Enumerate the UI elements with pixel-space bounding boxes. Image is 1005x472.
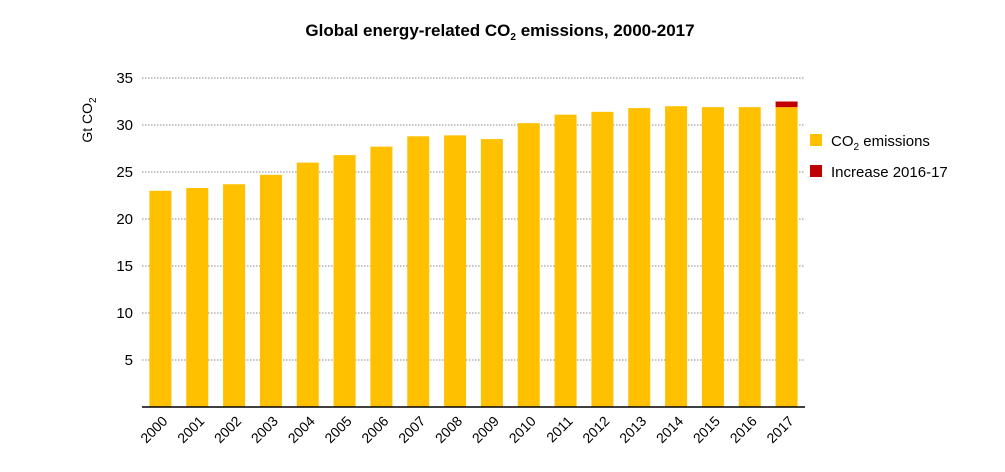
legend-label-increase: Increase 2016-17: [831, 164, 948, 181]
x-tick-label: 2000: [137, 413, 170, 446]
x-tick-label: 2005: [321, 413, 354, 446]
bar-co2-emissions-2010: [517, 123, 540, 408]
bar-co2-emissions-2013: [628, 108, 651, 407]
bar-co2-emissions-2005: [333, 155, 356, 407]
chart-title: Global energy-related CO2 emissions, 200…: [305, 21, 694, 43]
y-tick-label: 10: [116, 305, 133, 322]
bar-co2-emissions-2014: [665, 106, 688, 407]
bar-co2-emissions-2000: [149, 190, 172, 407]
y-tick-label: 30: [116, 117, 133, 134]
y-tick-label: 5: [125, 352, 133, 369]
y-axis-label: Gt CO2: [79, 97, 99, 143]
bar-co2-emissions-2003: [259, 174, 282, 407]
x-tick-label: 2014: [653, 413, 686, 446]
bar-co2-emissions-2007: [407, 136, 430, 407]
x-tick-label: 2013: [616, 413, 649, 446]
x-tick-label: 2011: [543, 413, 576, 446]
bar-co2-emissions-2008: [444, 135, 467, 407]
bar-co2-emissions-2001: [186, 187, 209, 407]
bar-co2-emissions-2017: [775, 107, 798, 407]
bar-co2-emissions-2002: [223, 184, 246, 407]
x-tick-label: 2017: [763, 413, 796, 446]
y-axis-ticks: 5 10 15 20 25 30 35: [116, 70, 133, 369]
bar-co2-emissions-2006: [370, 146, 393, 407]
x-tick-label: 2006: [358, 413, 391, 446]
x-tick-label: 2012: [579, 413, 612, 446]
legend: CO2 emissions Increase 2016-17: [810, 133, 948, 181]
bar-co2-emissions-2009: [480, 139, 503, 407]
bar-co2-emissions-2015: [701, 107, 724, 407]
x-tick-label: 2016: [727, 413, 760, 446]
bar-co2-emissions-2011: [554, 114, 577, 407]
x-tick-label: 2009: [469, 413, 502, 446]
bar-co2-emissions-2016: [738, 107, 761, 407]
x-tick-label: 2003: [248, 413, 281, 446]
legend-swatch-co2-emissions: [810, 134, 822, 146]
y-tick-label: 35: [116, 70, 133, 87]
legend-swatch-increase: [810, 165, 822, 177]
bars: [149, 101, 798, 408]
bar-co2-emissions-2004: [296, 162, 319, 407]
x-tick-label: 2010: [506, 413, 539, 446]
x-tick-label: 2008: [432, 413, 465, 446]
x-axis-ticks: 2000 2001 2002 2003 2004 2005 2006 2007 2008 2009…: [137, 413, 797, 446]
x-tick-label: 2001: [174, 413, 207, 446]
x-tick-label: 2002: [211, 413, 244, 446]
y-tick-label: 15: [116, 258, 133, 275]
bar-increase-2017: [775, 101, 798, 108]
y-tick-label: 20: [116, 211, 133, 228]
bar-co2-emissions-2012: [591, 111, 614, 407]
x-tick-label: 2007: [395, 413, 428, 446]
x-tick-label: 2015: [690, 413, 723, 446]
y-tick-label: 25: [116, 164, 133, 181]
gridlines: [142, 77, 805, 361]
legend-label-co2-emissions: CO2 emissions: [831, 133, 930, 153]
x-tick-label: 2004: [285, 413, 318, 446]
